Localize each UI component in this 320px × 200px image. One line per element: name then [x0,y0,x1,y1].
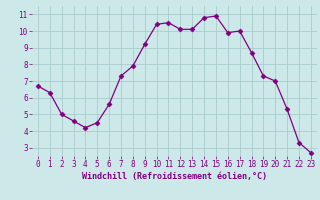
X-axis label: Windchill (Refroidissement éolien,°C): Windchill (Refroidissement éolien,°C) [82,172,267,181]
